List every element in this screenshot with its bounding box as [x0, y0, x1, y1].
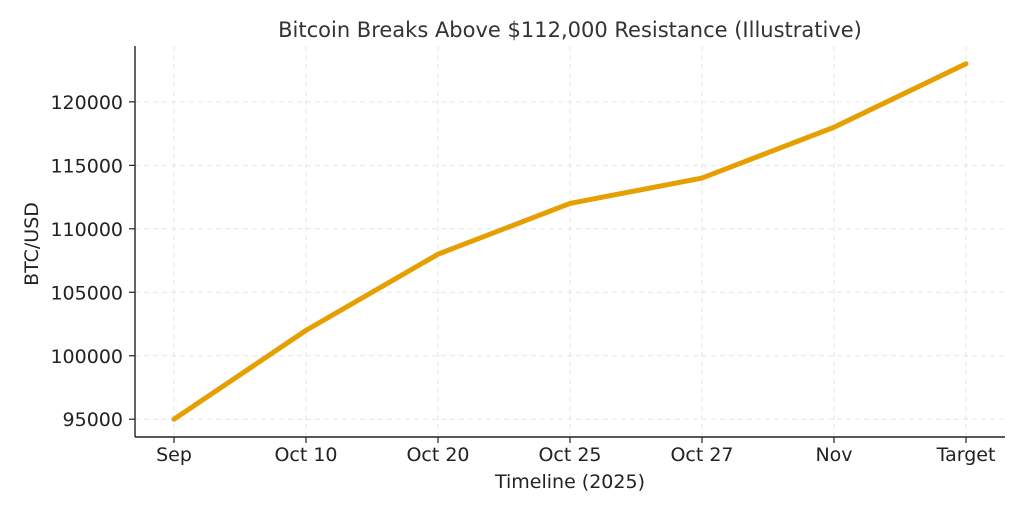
- y-tick-label: 105000: [50, 282, 123, 304]
- grid-lines: [135, 46, 1005, 437]
- y-tick-label: 115000: [50, 155, 123, 177]
- x-tick-label: Nov: [815, 444, 852, 466]
- y-tick-label: 120000: [50, 92, 123, 114]
- x-tick-label: Sep: [156, 444, 192, 466]
- x-tick-label: Oct 25: [538, 444, 601, 466]
- x-tick-label: Oct 10: [274, 444, 337, 466]
- y-axis-ticks: 95000 100000 105000 110000 115000 120000: [50, 92, 135, 431]
- y-tick-label: 100000: [50, 346, 123, 368]
- x-axis-label: Timeline (2025): [494, 471, 645, 493]
- x-tick-label: Oct 27: [670, 444, 733, 466]
- x-tick-label: Target: [936, 444, 996, 466]
- y-tick-label: 110000: [50, 219, 123, 241]
- y-axis-label: BTC/USD: [21, 202, 43, 286]
- chart-title: Bitcoin Breaks Above $112,000 Resistance…: [278, 18, 862, 42]
- x-tick-label: Oct 20: [406, 444, 469, 466]
- series-layer: [171, 61, 969, 422]
- x-axis-ticks: Sep Oct 10 Oct 20 Oct 25 Oct 27 Nov Target: [156, 437, 995, 466]
- y-tick-label: 95000: [63, 409, 123, 431]
